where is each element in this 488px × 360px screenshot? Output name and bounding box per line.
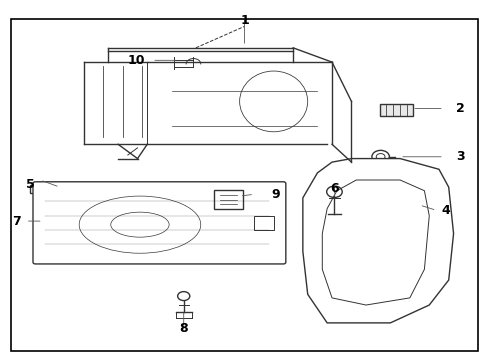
Text: 1: 1 [240, 14, 248, 27]
Text: 8: 8 [179, 323, 188, 336]
PathPatch shape [302, 158, 453, 323]
Text: 6: 6 [329, 182, 338, 195]
FancyBboxPatch shape [33, 182, 285, 264]
Text: 5: 5 [26, 178, 34, 191]
Text: 9: 9 [271, 188, 279, 201]
Text: 3: 3 [455, 150, 464, 163]
Text: 7: 7 [12, 215, 21, 228]
Text: 2: 2 [455, 102, 464, 115]
FancyBboxPatch shape [214, 190, 243, 209]
Text: 4: 4 [441, 204, 449, 217]
FancyBboxPatch shape [379, 104, 412, 116]
FancyBboxPatch shape [34, 185, 63, 193]
Text: 10: 10 [127, 54, 144, 67]
FancyBboxPatch shape [30, 185, 35, 193]
